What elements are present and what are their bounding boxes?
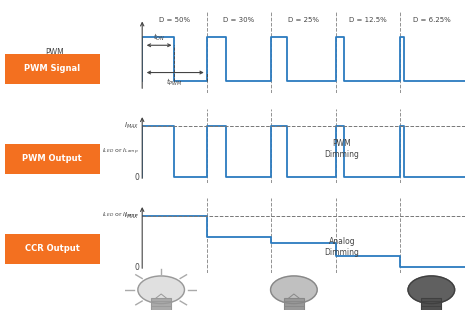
Text: $I_{MAX}$: $I_{MAX}$ [124,210,139,221]
Text: D = 6.25%: D = 6.25% [413,17,451,23]
Text: $t_{PWM}$: $t_{PWM}$ [166,77,183,88]
Circle shape [271,276,317,303]
Text: D = 12.5%: D = 12.5% [349,17,387,23]
FancyBboxPatch shape [284,298,304,310]
Text: D = 30%: D = 30% [223,17,255,23]
Circle shape [138,276,184,303]
Text: $I_{LED}$ or $I_{Lamp}$: $I_{LED}$ or $I_{Lamp}$ [102,210,139,221]
Text: PWM Signal: PWM Signal [24,64,80,73]
Text: CCR Output: CCR Output [25,244,80,253]
FancyBboxPatch shape [421,298,441,310]
Text: 0: 0 [134,263,139,272]
Text: PWM: PWM [46,48,64,57]
Text: D = 25%: D = 25% [288,17,319,23]
FancyBboxPatch shape [151,298,171,310]
Text: D = 50%: D = 50% [159,17,190,23]
Text: $I_{LED}$ or $I_{Lamp}$: $I_{LED}$ or $I_{Lamp}$ [102,146,139,157]
Text: $I_{MAX}$: $I_{MAX}$ [124,121,139,131]
Text: $t_{ON}$: $t_{ON}$ [153,32,165,43]
Text: PWM
Dimming: PWM Dimming [325,139,359,159]
Text: 0: 0 [134,173,139,182]
Circle shape [408,276,455,303]
Text: PWM Output: PWM Output [22,154,82,163]
Text: Analog
Dimming: Analog Dimming [325,237,359,257]
